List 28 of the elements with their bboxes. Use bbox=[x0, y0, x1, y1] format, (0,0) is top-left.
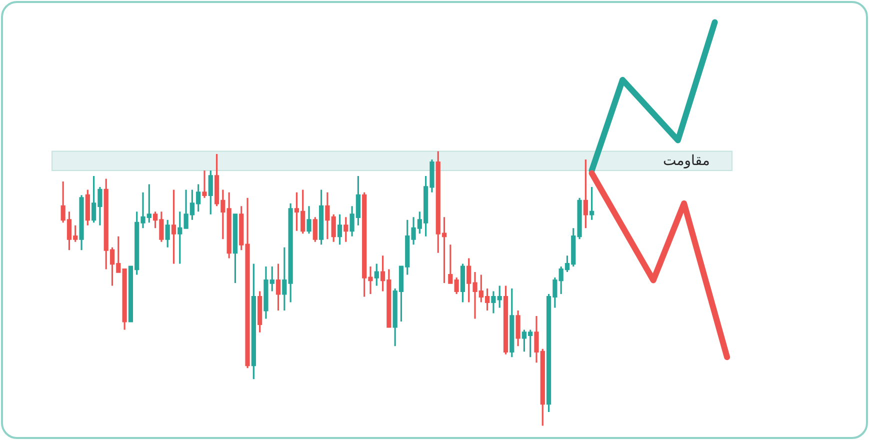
candlestick bbox=[165, 219, 170, 248]
candlestick bbox=[454, 276, 459, 295]
band-label: مقاومت bbox=[663, 153, 710, 169]
candlestick bbox=[226, 192, 232, 260]
candlestick bbox=[85, 188, 90, 226]
candlestick bbox=[460, 263, 466, 304]
candlestick bbox=[288, 202, 293, 304]
candlestick bbox=[318, 188, 324, 246]
candlestick bbox=[232, 214, 238, 284]
candlestick bbox=[503, 284, 508, 356]
candlestick bbox=[208, 170, 213, 216]
candlestick bbox=[448, 244, 453, 284]
candlestick bbox=[516, 310, 520, 347]
candlestick bbox=[171, 188, 176, 265]
candlestick bbox=[312, 216, 318, 243]
candlestick bbox=[374, 263, 379, 287]
candlestick bbox=[590, 186, 594, 221]
candlestick bbox=[251, 263, 256, 380]
candlestick bbox=[258, 290, 262, 334]
candlestick bbox=[276, 263, 281, 312]
candlestick bbox=[344, 216, 348, 243]
candlestick bbox=[202, 170, 207, 199]
candlestick bbox=[306, 205, 312, 234]
candlestick bbox=[337, 214, 342, 246]
candlestick bbox=[282, 246, 287, 312]
candlestick bbox=[510, 288, 514, 358]
candlestick bbox=[79, 194, 84, 251]
candlestick bbox=[583, 158, 588, 229]
